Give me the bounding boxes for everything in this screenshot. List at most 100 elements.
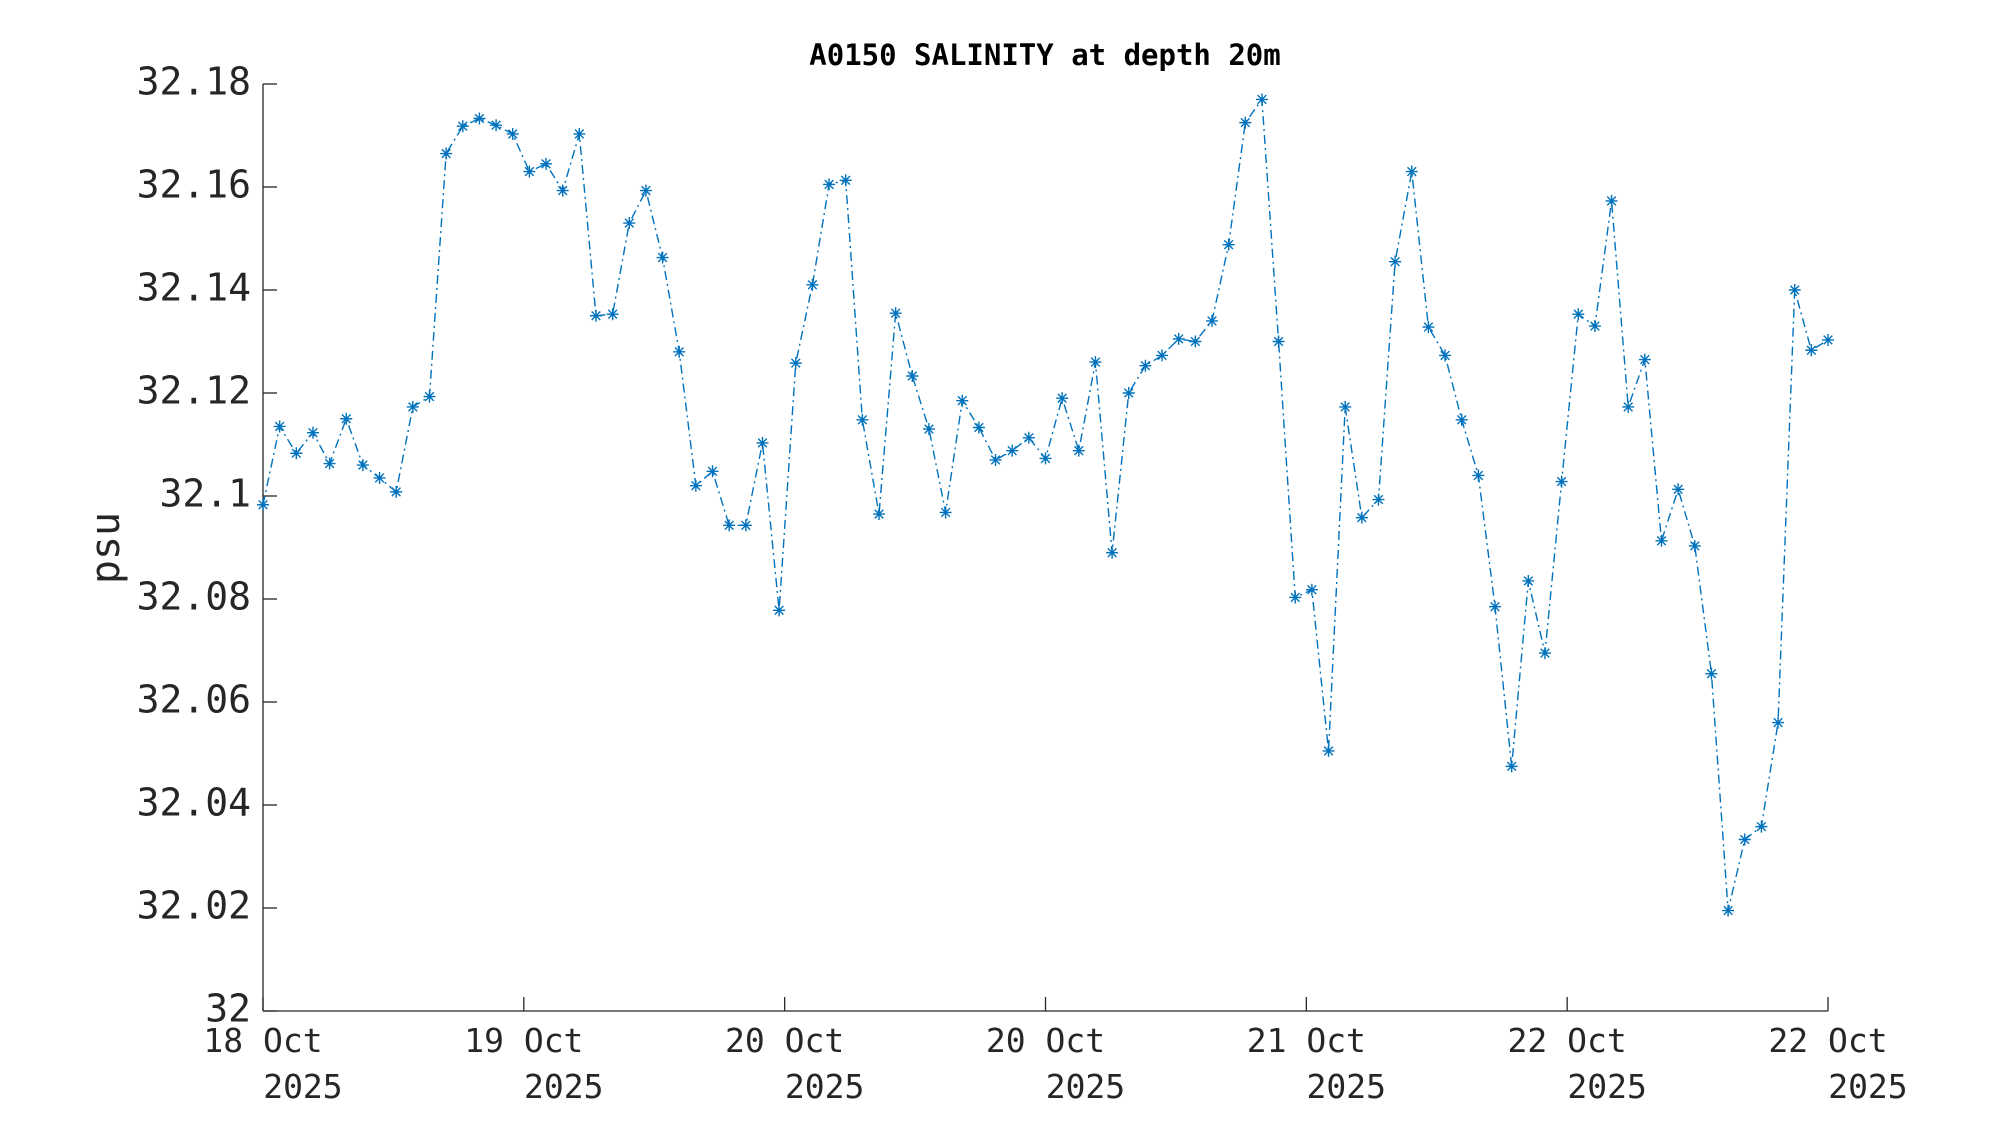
marker <box>373 471 386 484</box>
marker <box>1655 534 1668 547</box>
marker <box>1822 333 1834 346</box>
marker <box>889 307 902 320</box>
marker <box>1622 400 1635 413</box>
marker <box>340 412 353 425</box>
marker <box>1555 475 1568 488</box>
marker <box>639 184 652 197</box>
marker <box>589 309 602 322</box>
x-tick-label: 18 Oct 2025 <box>203 1021 342 1106</box>
x-tick-label: 20 Oct 2025 <box>725 1021 864 1106</box>
marker <box>273 420 286 433</box>
marker <box>440 147 453 160</box>
marker <box>1156 349 1169 362</box>
y-tick-label: 32.08 <box>137 575 251 619</box>
chart-title: A0150 SALINITY at depth 20m <box>809 38 1280 72</box>
marker <box>523 165 536 178</box>
marker <box>673 345 686 358</box>
marker <box>1072 444 1085 457</box>
marker <box>1006 444 1019 457</box>
marker <box>1638 353 1651 366</box>
y-tick-label: 32.12 <box>137 369 251 413</box>
marker <box>406 400 419 413</box>
marker <box>257 498 269 511</box>
marker <box>1372 493 1385 506</box>
marker <box>1522 574 1535 587</box>
marker <box>323 457 336 470</box>
y-tick-label: 32.18 <box>137 60 251 104</box>
marker <box>1788 284 1801 296</box>
marker <box>473 112 486 125</box>
marker <box>1089 356 1102 369</box>
marker <box>1755 820 1768 833</box>
marker <box>1255 93 1268 106</box>
x-tick-label: 19 Oct 2025 <box>464 1021 603 1106</box>
marker <box>1455 413 1468 426</box>
marker <box>856 413 869 426</box>
marker <box>806 278 819 291</box>
x-tick-label: 22 Oct 2025 <box>1768 1021 1907 1106</box>
marker <box>939 506 952 519</box>
marker <box>356 459 369 472</box>
marker <box>1772 716 1785 729</box>
marker <box>972 421 985 434</box>
marker <box>1106 546 1119 559</box>
marker <box>823 178 836 191</box>
y-tick-label: 32.16 <box>137 163 251 207</box>
marker <box>1672 483 1685 496</box>
marker <box>1738 833 1751 846</box>
marker <box>739 519 752 532</box>
marker <box>922 423 935 436</box>
marker <box>1322 744 1335 757</box>
y-tick-label: 32.14 <box>137 266 251 310</box>
y-tick-label: 32.02 <box>137 884 251 928</box>
marker <box>1022 431 1035 444</box>
marker <box>490 119 503 132</box>
marker <box>1705 667 1718 680</box>
marker <box>756 436 769 449</box>
marker <box>290 447 303 460</box>
marker <box>556 184 569 197</box>
marker <box>656 251 669 264</box>
marker <box>1472 469 1485 482</box>
marker <box>1339 400 1352 413</box>
marker <box>623 217 636 230</box>
marker <box>1289 591 1302 604</box>
marker <box>1688 539 1701 552</box>
marker <box>873 508 886 521</box>
marker <box>789 357 802 370</box>
marker <box>1538 647 1551 660</box>
marker <box>456 120 469 133</box>
marker <box>540 157 553 170</box>
marker <box>1722 904 1735 917</box>
marker <box>773 604 786 617</box>
y-tick-label: 32 <box>205 987 251 1031</box>
y-tick-label: 32.04 <box>137 781 251 825</box>
marker <box>1805 344 1818 357</box>
marker <box>1189 335 1202 348</box>
marker <box>306 426 319 439</box>
marker <box>573 127 586 140</box>
marker <box>1039 452 1052 465</box>
marker <box>1422 321 1435 334</box>
x-tick-label: 21 Oct 2025 <box>1247 1021 1386 1106</box>
marker <box>506 127 519 140</box>
marker <box>839 174 852 187</box>
marker <box>1489 600 1502 613</box>
marker <box>1239 116 1252 129</box>
y-tick-label: 32.06 <box>137 678 251 722</box>
marker <box>1505 760 1518 773</box>
marker <box>1605 194 1618 207</box>
marker <box>1222 238 1235 251</box>
x-tick-label: 20 Oct 2025 <box>986 1021 1125 1106</box>
marker <box>723 519 736 532</box>
x-tick-label: 22 Oct 2025 <box>1508 1021 1647 1106</box>
marker <box>423 390 436 403</box>
marker <box>706 465 719 478</box>
marker <box>989 453 1002 466</box>
marker <box>1572 308 1585 321</box>
marker <box>606 308 619 321</box>
marker <box>689 479 702 492</box>
marker <box>390 485 403 498</box>
marker <box>956 394 969 407</box>
marker <box>1122 387 1135 399</box>
